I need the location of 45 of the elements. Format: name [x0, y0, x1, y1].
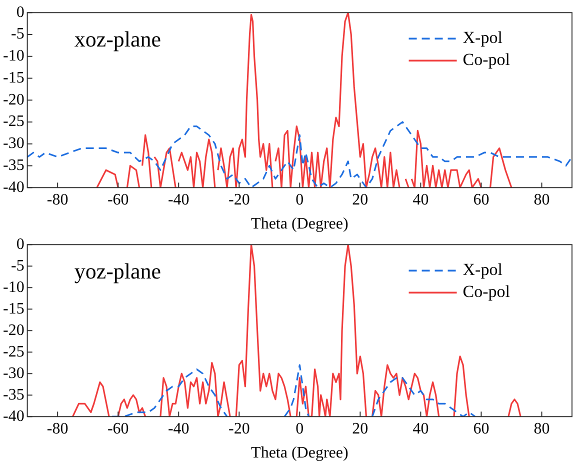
y-tick-label: -35	[3, 156, 24, 174]
y-tick-label: -30	[3, 364, 24, 382]
legend-label: X-pol	[462, 28, 503, 48]
legend-label: Co-pol	[462, 50, 510, 70]
y-tick-label: -40	[3, 408, 24, 425]
x-tick-label: 0	[296, 420, 304, 438]
y-tick-label: -30	[3, 135, 24, 152]
x-tick-label: -80	[46, 191, 68, 208]
annotation: yoz-plane	[74, 258, 162, 284]
y-tick-label: -10	[3, 278, 24, 296]
annotation: xoz-plane	[74, 26, 162, 52]
y-tick-label: -25	[3, 113, 24, 130]
y-tick-label: -35	[3, 386, 24, 404]
x-tick-label: 20	[352, 420, 368, 438]
x-tick-label: -40	[168, 420, 190, 438]
legend-label: Co-pol	[462, 282, 510, 302]
x-tick-label: 60	[473, 420, 490, 438]
y-tick-label: -5	[11, 26, 24, 43]
x-tick-label: 60	[473, 191, 490, 208]
x-tick-label: 40	[412, 420, 429, 438]
x-tick-label: -80	[46, 420, 68, 438]
y-tick-label: -40	[3, 178, 24, 196]
y-tick-label: -20	[3, 91, 24, 108]
x-tick-label: 40	[412, 191, 429, 208]
x-axis-title: Theta (Degree)	[251, 216, 348, 233]
x-tick-label: -60	[107, 420, 129, 438]
y-tick-label: -15	[3, 69, 24, 86]
x-tick-label: -20	[228, 191, 250, 208]
y-tick-label: -10	[3, 48, 24, 65]
line-series	[27, 121, 572, 188]
x-tick-label: 20	[352, 191, 368, 208]
x-tick-label: 0	[296, 191, 304, 208]
y-tick-label: 0	[16, 4, 24, 21]
x-axis-title: Theta (Degree)	[251, 444, 348, 462]
x-tick-label: 80	[534, 191, 550, 208]
x-tick-label: -40	[168, 191, 190, 208]
y-tick-label: -20	[3, 322, 24, 339]
y-tick-label: 0	[16, 236, 24, 253]
y-tick-label: -5	[11, 257, 24, 274]
x-tick-label: 80	[534, 420, 550, 438]
legend-label: X-pol	[462, 260, 503, 280]
y-tick-label: -15	[3, 300, 24, 318]
y-tick-label: -25	[3, 343, 24, 360]
x-tick-label: -20	[228, 420, 250, 438]
x-tick-label: -60	[107, 191, 129, 208]
